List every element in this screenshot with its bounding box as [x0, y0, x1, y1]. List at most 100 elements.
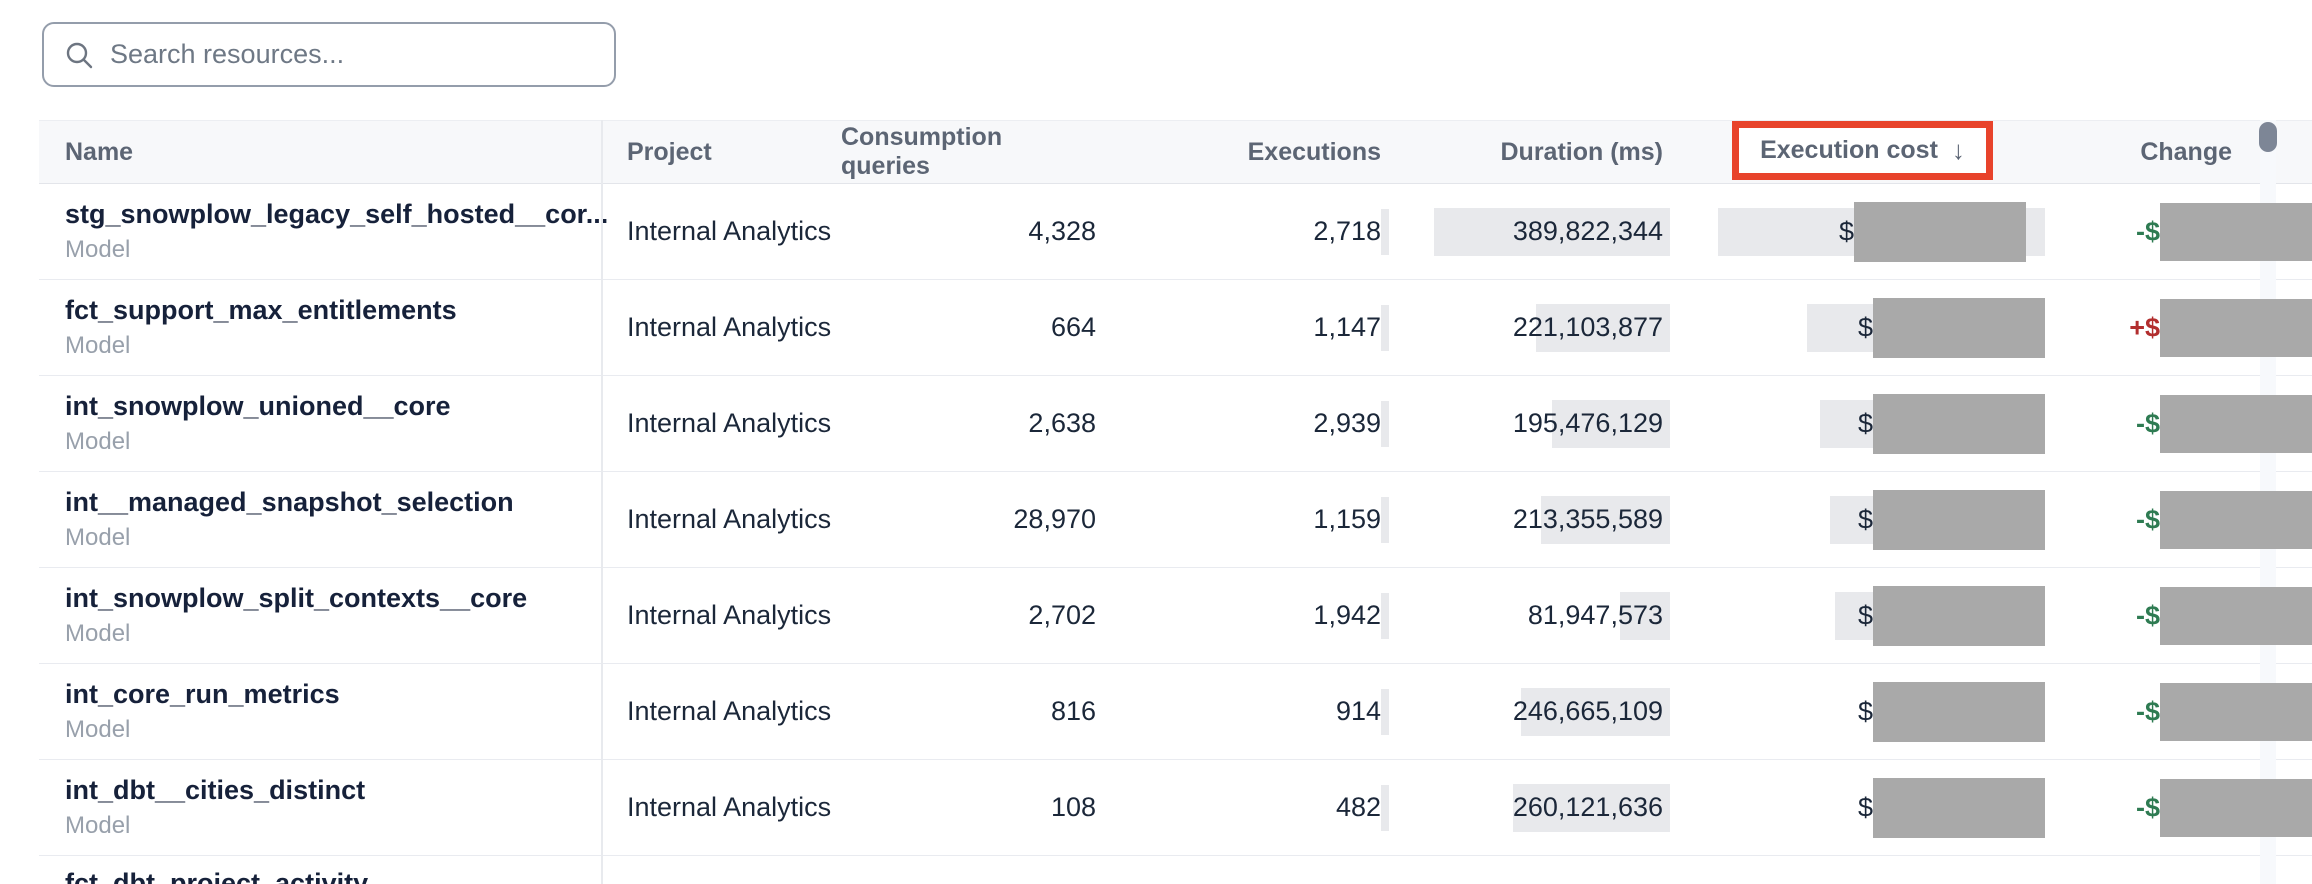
- resource-name-link[interactable]: int_snowplow_split_contexts__core: [65, 582, 528, 613]
- execution-cost-cell: $: [1670, 472, 2045, 567]
- execution-cost-redaction-overlay: [1873, 393, 2045, 454]
- execution-cost-redaction-overlay: [1873, 777, 2045, 838]
- execution-cost-currency: $: [1857, 408, 1873, 438]
- execution-cost-currency: $: [1857, 312, 1873, 342]
- consumption-queries-cell: 2,638: [841, 376, 1100, 471]
- executions-value-bar: [1381, 784, 1389, 831]
- change-redaction-overlay: [2160, 202, 2312, 261]
- duration-cell: 246,665,109: [1390, 664, 1670, 759]
- consumption-queries-cell: 816: [841, 664, 1100, 759]
- change-sign: -$: [2135, 504, 2160, 534]
- duration-value: 195,476,129: [1512, 408, 1663, 438]
- duration-cell: 81,947,573: [1390, 568, 1670, 663]
- table-body: stg_snowplow_legacy_self_hosted__cor... …: [39, 184, 2312, 884]
- resources-table: Name Project Consumption queries Executi…: [39, 120, 2312, 884]
- resource-name-link[interactable]: int__managed_snapshot_selection: [65, 486, 514, 517]
- table-row[interactable]: int_snowplow_unioned__core Model Interna…: [39, 376, 2312, 472]
- vertical-scrollbar-thumb[interactable]: [2259, 122, 2277, 152]
- resource-name-cell[interactable]: fct_support_max_entitlements Model: [39, 280, 601, 375]
- execution-cost-cell: $: [1670, 568, 2045, 663]
- column-header-duration[interactable]: Duration (ms): [1500, 137, 1664, 166]
- change-cell: -$: [2045, 760, 2312, 855]
- change-cell: -$: [2045, 376, 2312, 471]
- resource-name-link[interactable]: int_snowplow_unioned__core: [65, 390, 451, 421]
- project-value: Internal Analytics: [627, 792, 832, 822]
- change-cell: -$: [2045, 568, 2312, 663]
- table-row[interactable]: int_snowplow_split_contexts__core Model …: [39, 568, 2312, 664]
- resource-name-cell[interactable]: stg_snowplow_legacy_self_hosted__cor... …: [39, 184, 608, 279]
- search-input[interactable]: [110, 24, 614, 85]
- column-header-executions[interactable]: Executions: [1247, 137, 1381, 166]
- resource-type-label: Model: [65, 812, 131, 840]
- duration-value: 213,355,589: [1512, 504, 1663, 534]
- resource-name-cell[interactable]: int_dbt__cities_distinct Model: [39, 760, 601, 855]
- table-row[interactable]: stg_snowplow_legacy_self_hosted__cor... …: [39, 184, 2312, 280]
- duration-cell: 213,355,589: [1390, 472, 1670, 567]
- execution-cost-redaction-overlay: [1873, 585, 2045, 646]
- execution-cost-cell: [1670, 856, 2045, 884]
- resource-name-link[interactable]: fct_support_max_entitlements: [65, 294, 457, 325]
- duration-value: 389,822,344: [1512, 216, 1663, 246]
- execution-cost-redaction-overlay: [1873, 681, 2045, 742]
- project-cell: Internal Analytics: [601, 664, 841, 759]
- duration-cell: [1390, 856, 1670, 884]
- executions-value-bar: [1381, 400, 1389, 447]
- resource-name-link[interactable]: stg_snowplow_legacy_self_hosted__cor...: [65, 198, 609, 229]
- table-row[interactable]: int_core_run_metrics Model Internal Anal…: [39, 664, 2312, 760]
- duration-value-bar: [1434, 207, 1670, 256]
- resource-name-link[interactable]: fct_dbt_project_activity: [65, 868, 369, 884]
- change-cell: -$: [2045, 184, 2312, 279]
- consumption-queries-cell: 664: [841, 280, 1100, 375]
- consumption-queries-value: 2,702: [1028, 600, 1096, 630]
- consumption-queries-cell: [841, 856, 1100, 884]
- project-value: Internal Analytics: [627, 504, 832, 534]
- execution-cost-currency: $: [1857, 504, 1873, 534]
- change-redaction-overlay: [2160, 490, 2312, 549]
- column-header-change[interactable]: Change: [2140, 137, 2232, 166]
- project-value: Internal Analytics: [627, 312, 832, 342]
- change-sign: -$: [2135, 408, 2160, 438]
- duration-cell: 260,121,636: [1390, 760, 1670, 855]
- change-cell: -$: [2045, 472, 2312, 567]
- change-sign: -$: [2135, 792, 2160, 822]
- project-cell: [601, 856, 841, 884]
- resource-name-cell[interactable]: int_snowplow_unioned__core Model: [39, 376, 601, 471]
- duration-value: 81,947,573: [1527, 600, 1663, 630]
- executions-cell: 1,942: [1100, 568, 1390, 663]
- column-header-name[interactable]: Name: [65, 137, 134, 166]
- change-redaction-overlay: [2160, 394, 2312, 453]
- consumption-queries-value: 4,328: [1028, 216, 1096, 246]
- execution-cost-annotation-box[interactable]: Execution cost ↓: [1732, 121, 1993, 180]
- executions-value-bar: [1381, 496, 1389, 543]
- column-header-execution-cost[interactable]: Execution cost: [1760, 136, 1938, 164]
- consumption-queries-cell: 28,970: [841, 472, 1100, 567]
- resource-name-cell[interactable]: fct_dbt_project_activity Model: [39, 856, 601, 884]
- duration-cell: 389,822,344: [1390, 184, 1670, 279]
- consumption-queries-cell: 4,328: [841, 184, 1100, 279]
- duration-value: 260,121,636: [1512, 792, 1663, 822]
- search-box[interactable]: [42, 22, 616, 87]
- table-row[interactable]: fct_support_max_entitlements Model Inter…: [39, 280, 2312, 376]
- project-cell: Internal Analytics: [601, 280, 841, 375]
- resource-name-link[interactable]: int_dbt__cities_distinct: [65, 774, 366, 805]
- duration-value-bar: [1541, 495, 1670, 544]
- table-row[interactable]: int_dbt__cities_distinct Model Internal …: [39, 760, 2312, 856]
- table-row[interactable]: int__managed_snapshot_selection Model In…: [39, 472, 2312, 568]
- column-header-consumption-queries[interactable]: Consumption queries: [841, 123, 1003, 180]
- change-sign: -$: [2135, 216, 2160, 246]
- duration-value: 246,665,109: [1512, 696, 1663, 726]
- resource-name-cell[interactable]: int__managed_snapshot_selection Model: [39, 472, 601, 567]
- executions-cell: 2,939: [1100, 376, 1390, 471]
- executions-value: 482: [1335, 792, 1381, 822]
- table-row[interactable]: fct_dbt_project_activity Model: [39, 856, 2312, 884]
- resource-name-cell[interactable]: int_core_run_metrics Model: [39, 664, 601, 759]
- resource-name-link[interactable]: int_core_run_metrics: [65, 678, 340, 709]
- search-icon: [66, 42, 93, 68]
- column-header-project[interactable]: Project: [627, 137, 712, 166]
- execution-cost-redaction-overlay: [1873, 489, 2045, 550]
- change-redaction-overlay: [2160, 778, 2312, 837]
- resource-name-cell[interactable]: int_snowplow_split_contexts__core Model: [39, 568, 601, 663]
- change-sign: +$: [2129, 312, 2160, 342]
- execution-cost-cell: $: [1670, 376, 2045, 471]
